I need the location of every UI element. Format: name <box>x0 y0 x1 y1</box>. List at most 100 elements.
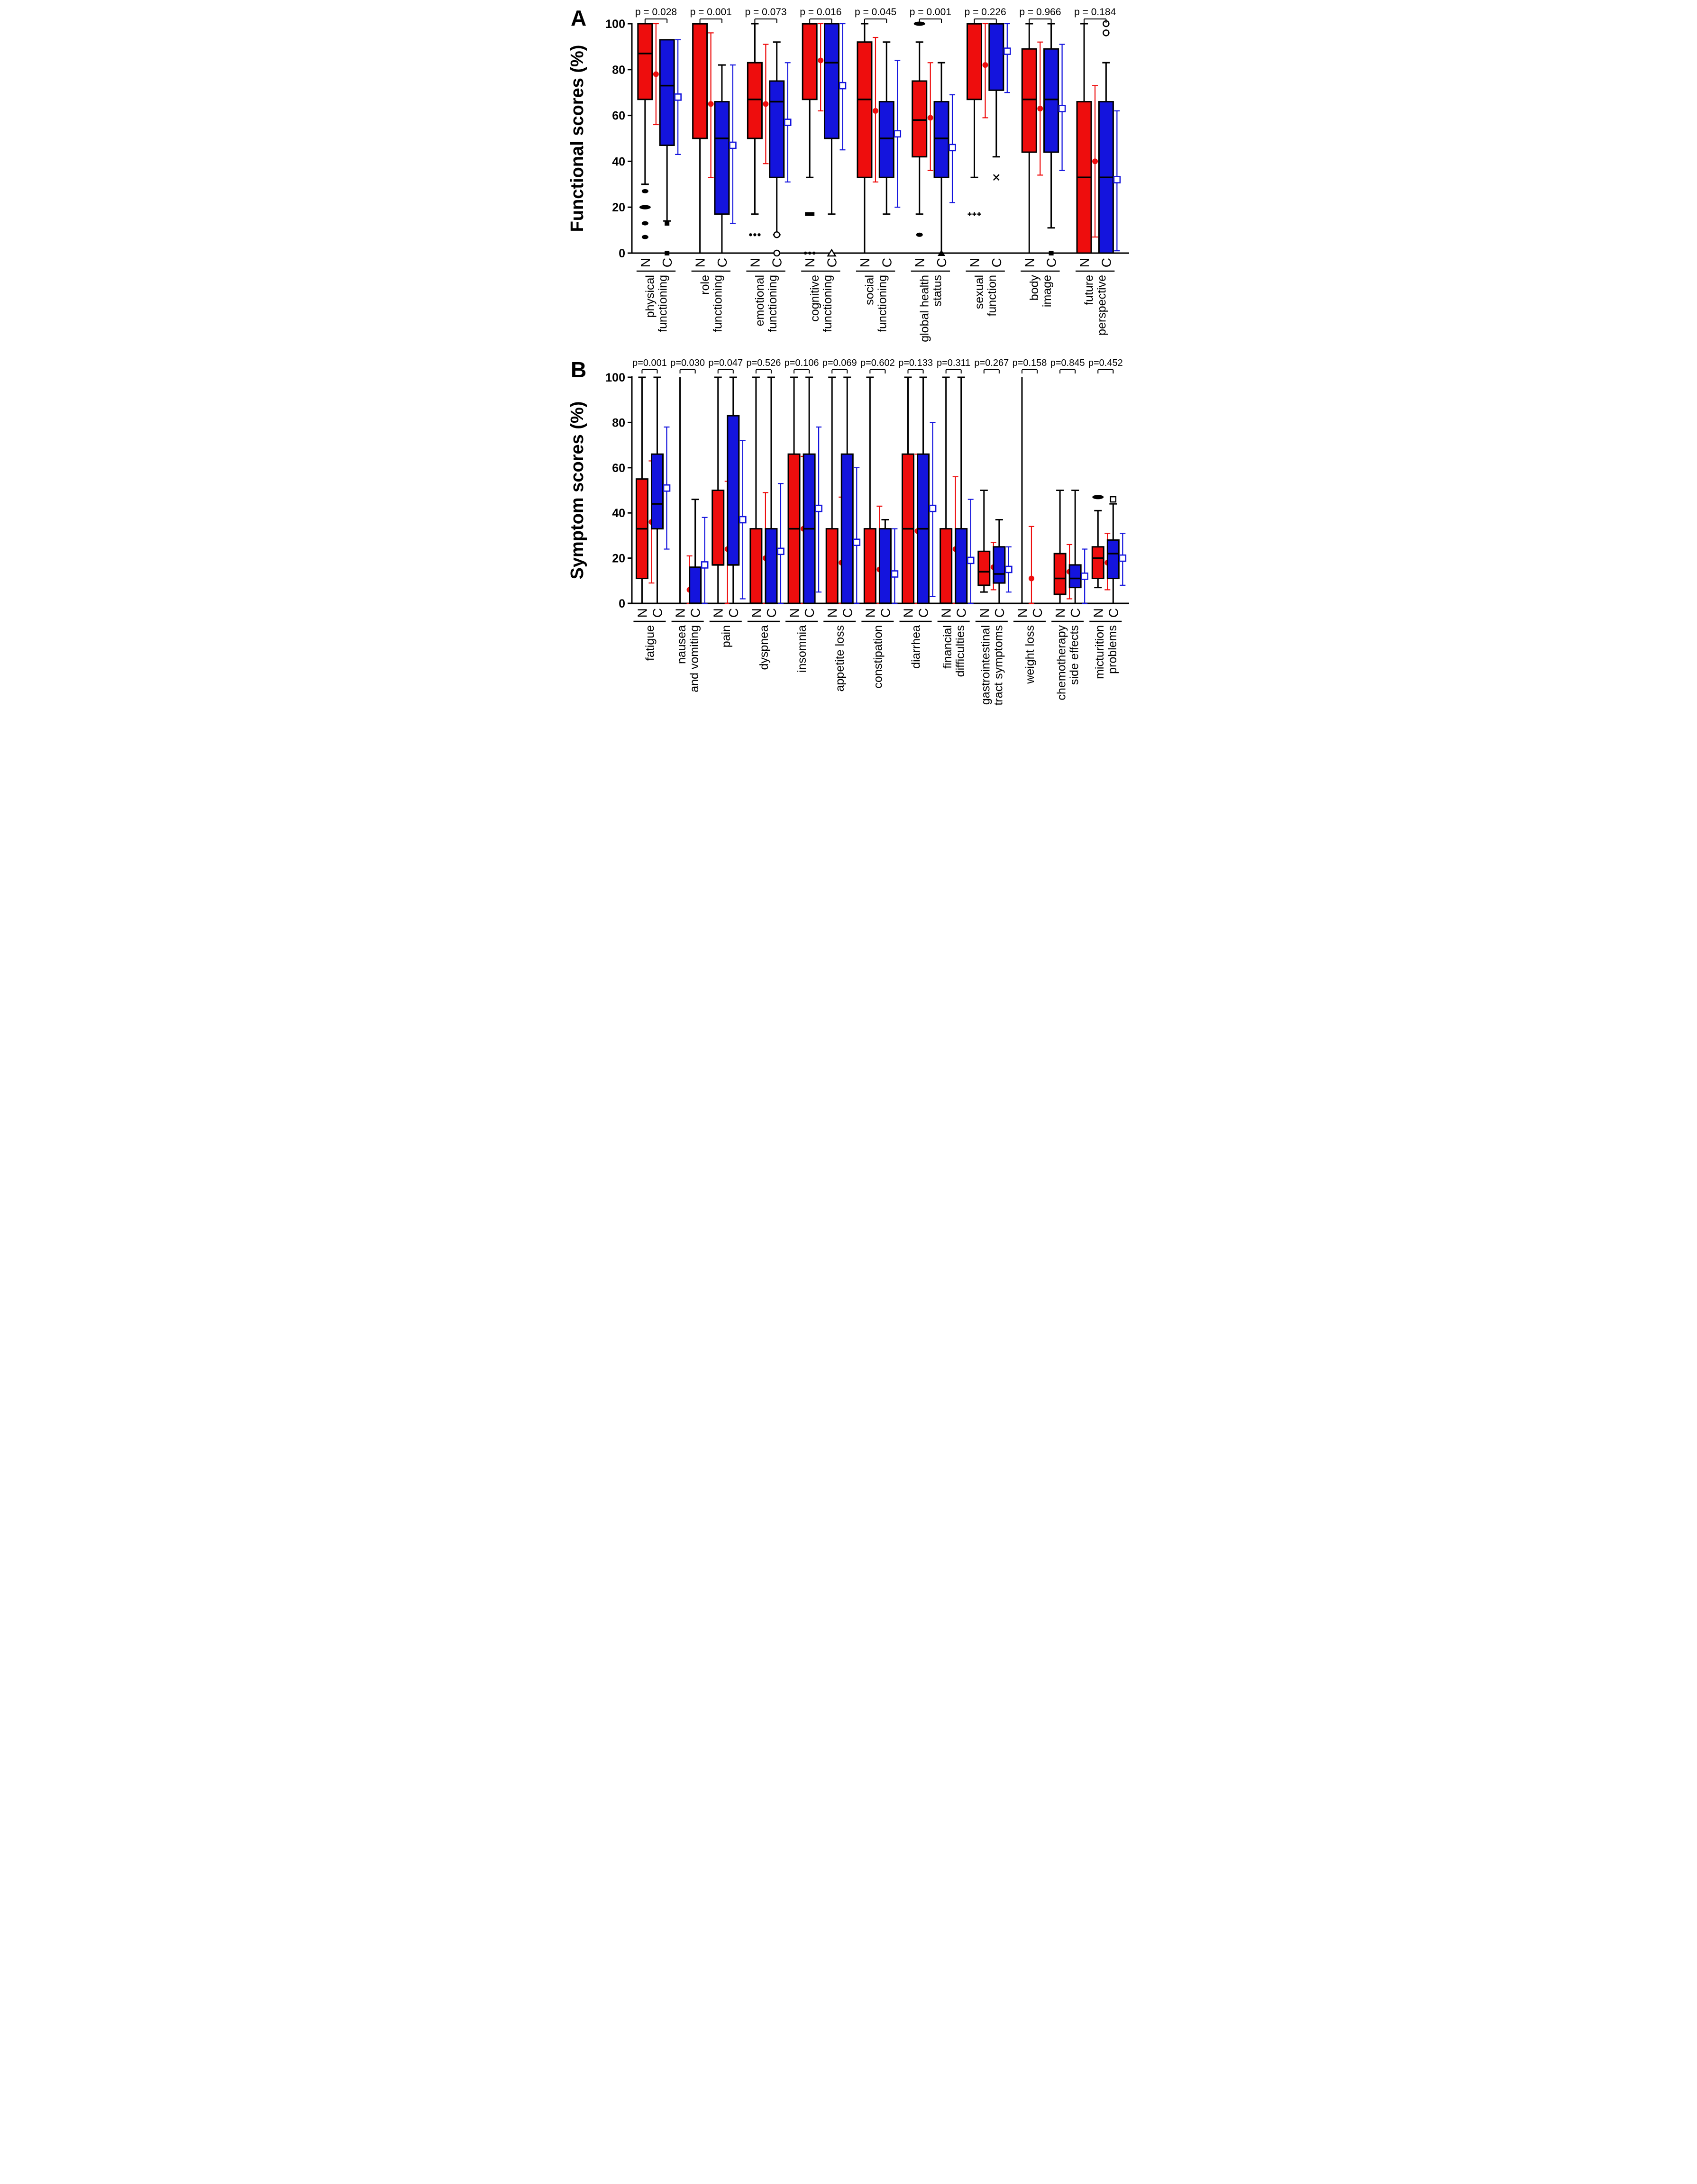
x-tick-label-n: N <box>912 258 927 267</box>
category-label: functioning <box>766 275 779 332</box>
category-label: insomnia <box>795 625 809 673</box>
p-value-label: p=0.001 <box>632 358 667 368</box>
mean-marker-n <box>818 57 824 64</box>
mean-marker-c <box>1113 176 1121 183</box>
panel-letter: B <box>571 357 586 382</box>
y-tick-label: 20 <box>612 201 625 214</box>
p-value-label: p=0.133 <box>898 358 933 368</box>
x-tick-label-c: C <box>764 608 779 618</box>
y-tick-label: 40 <box>612 155 625 168</box>
x-tick-label-n: N <box>1077 258 1092 267</box>
y-tick-label: 100 <box>605 18 625 31</box>
box-plot-panel-a: A 0 20 40 60 80 100 Functional scores (%) p = 0.… <box>567 6 1129 342</box>
x-tick-label-c: C <box>989 258 1004 267</box>
mean-marker-c <box>1005 565 1013 573</box>
box-c <box>840 453 854 604</box>
p-value-label: p=0.452 <box>1088 358 1123 368</box>
x-tick-label-c: C <box>879 258 894 267</box>
mean-marker-c <box>891 570 899 578</box>
mean-marker-c <box>949 144 956 152</box>
x-tick-label-n: N <box>673 608 688 618</box>
x-tick-label-c: C <box>992 608 1007 618</box>
outlier-ovalw <box>913 21 925 26</box>
box-c <box>689 566 702 604</box>
x-tick-label-n: N <box>1091 608 1105 618</box>
x-tick-label-n: N <box>977 608 992 618</box>
x-tick-label-n: N <box>825 608 839 618</box>
box-n <box>1021 48 1037 153</box>
category-label: micturition <box>1093 625 1106 679</box>
p-value-label: p=0.526 <box>746 358 781 368</box>
box-n <box>912 80 928 158</box>
mean-marker-c <box>929 504 937 512</box>
outlier-otri <box>827 248 837 257</box>
p-value-label: p = 0.045 <box>855 7 896 18</box>
outlier-ocirc <box>773 231 780 238</box>
x-tick-label-n: N <box>939 608 954 618</box>
x-tick-label-n: N <box>901 608 916 618</box>
y-tick-label: 100 <box>605 371 625 384</box>
p-value-label: p=0.069 <box>822 358 857 368</box>
box-c <box>955 528 968 604</box>
panel-b: B 0 20 40 60 80 100 Symptom scores (%) p=0.001 N C… <box>564 355 1133 722</box>
y-tick-label: 40 <box>612 507 625 520</box>
p-value-label: p=0.106 <box>785 358 819 368</box>
category-label: financial <box>941 625 954 669</box>
mean-marker-c <box>729 141 737 149</box>
category-label: future <box>1083 275 1096 305</box>
mean-marker-n <box>927 115 933 121</box>
y-tick-label: 20 <box>612 552 625 565</box>
outlier-dots3 <box>753 233 757 237</box>
mean-marker-c <box>1119 554 1127 562</box>
category-label: difficulties <box>954 625 967 677</box>
box-n <box>940 528 953 604</box>
category-label: fatigue <box>643 625 657 661</box>
category-label: physical <box>643 275 657 318</box>
outlier-ocirc <box>773 249 780 257</box>
category-label: dyspnea <box>757 625 771 670</box>
p-value-label: p = 0.073 <box>745 7 786 18</box>
mean-marker-c <box>739 516 747 524</box>
outlier-osq <box>1110 496 1117 503</box>
mean-marker-c <box>1004 47 1011 55</box>
box-c <box>823 23 839 139</box>
x-tick-label-c: C <box>1044 258 1059 267</box>
x-tick-label-n: N <box>693 258 708 267</box>
mean-marker-n <box>763 101 769 107</box>
outlier-fsq <box>665 221 670 226</box>
figure: A 0 20 40 60 80 100 Functional scores (%) p = 0.… <box>564 0 1133 728</box>
p-value-label: p = 0.001 <box>910 7 951 18</box>
x-tick-label-n: N <box>1053 608 1067 618</box>
category-label: problems <box>1106 625 1119 674</box>
y-tick-label: 60 <box>612 462 625 475</box>
y-tick-label: 80 <box>612 416 625 429</box>
category-label: nausea <box>675 625 688 664</box>
mean-marker-c <box>777 547 785 555</box>
category-label: appetite loss <box>833 625 847 692</box>
category-label: cognitive <box>808 275 821 322</box>
box-c <box>933 101 949 178</box>
box-c <box>659 39 675 146</box>
box-n <box>825 528 839 604</box>
category-label: functioning <box>711 275 724 332</box>
mean-marker-c <box>815 504 822 512</box>
outlier-dots3 <box>757 233 761 237</box>
category-label: side effects <box>1068 625 1081 685</box>
box-c <box>1106 539 1120 580</box>
box-c <box>714 101 730 215</box>
panel-a: A 0 20 40 60 80 100 Functional scores (%) p = 0.… <box>564 3 1133 355</box>
x-tick-label-c: C <box>1099 258 1113 267</box>
category-label: functioning <box>876 275 889 332</box>
category-label: weight loss <box>1023 625 1037 684</box>
box-c <box>765 528 778 604</box>
outlier-ovalw <box>1092 495 1104 500</box>
y-tick-label: 60 <box>612 109 625 123</box>
category-label: emotional <box>753 275 766 326</box>
mean-marker-c <box>663 484 671 492</box>
x-tick-label-c: C <box>916 608 931 618</box>
category-label: gastrointestinal <box>979 625 992 705</box>
x-tick-label-n: N <box>638 258 653 267</box>
y-tick-label: 80 <box>612 64 625 77</box>
mean-marker-n <box>653 71 659 77</box>
